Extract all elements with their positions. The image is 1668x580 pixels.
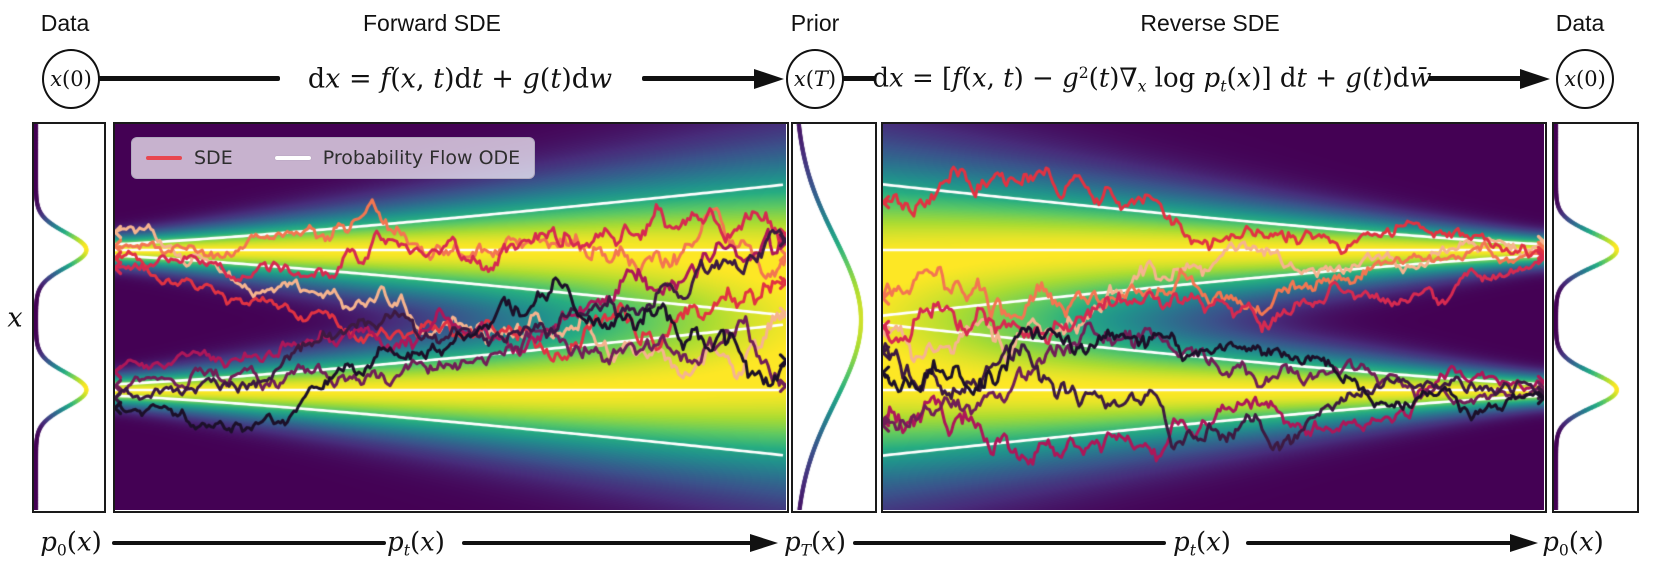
prior-marginal-canvas [793,124,874,510]
pT-pt-line-right [853,541,1166,545]
data-left-title: Data [40,10,90,36]
node-x0-left-label: x(0) [50,66,92,91]
pT-label: pT(x) [783,527,847,560]
reverse-arrow-head [1520,68,1550,89]
node-x0-right-label: x(0) [1564,66,1606,91]
legend-ode-label: Probability Flow ODE [322,147,521,169]
forward-arrow-shaft [642,76,756,81]
node-xT: x(T) [786,49,844,109]
x-axis-label: x [7,302,23,334]
forward-sde-title: Forward SDE [362,10,502,36]
prior-title: Prior [790,10,840,36]
forward-sde-equation: dx = f(x, t)dt + g(t)dw [307,63,613,95]
data-right-title: Data [1555,10,1605,36]
pt-p0-arrow-shaft [1246,541,1512,545]
forward-connector-line [98,76,280,81]
data-marginal-right-panel [1552,122,1639,513]
forward-density-canvas [115,124,786,510]
node-x0-left: x(0) [42,49,100,109]
reverse-density-canvas [883,124,1544,510]
p0-pt-line-left [112,541,386,545]
legend-item-ode: Probability Flow ODE [274,147,521,169]
reverse-sde-title: Reverse SDE [1140,10,1280,36]
forward-arrow-head [754,68,784,89]
data-marginal-left-canvas [34,124,103,510]
reverse-arrow-shaft [1428,76,1522,81]
data-marginal-right-canvas [1554,124,1636,510]
pt-pT-arrow-shaft [462,541,752,545]
pt-p0-arrow-head [1510,534,1538,552]
prior-marginal-panel [791,122,877,513]
reverse-connector-line [842,76,876,81]
p0-right-label: p0(x) [1542,527,1604,560]
legend-item-sde: SDE [146,147,233,169]
node-xT-label: x(T) [793,66,837,91]
forward-sde-panel [113,122,789,513]
p0-left-label: p0(x) [40,527,102,560]
sde-line-swatch [146,156,182,160]
node-x0-right: x(0) [1556,49,1614,109]
reverse-sde-equation: dx = [f(x, t) − g2(t)∇x log pt(x)] dt + … [872,63,1432,96]
pt-pT-arrow-head [750,534,778,552]
legend-sde-label: SDE [194,147,233,169]
pt-left-label: pt(x) [387,527,445,560]
reverse-sde-panel [881,122,1547,513]
pt-right-label: pt(x) [1173,527,1231,560]
data-marginal-left-panel [32,122,106,513]
ode-line-swatch [274,156,311,160]
legend: SDE Probability Flow ODE [131,137,536,179]
